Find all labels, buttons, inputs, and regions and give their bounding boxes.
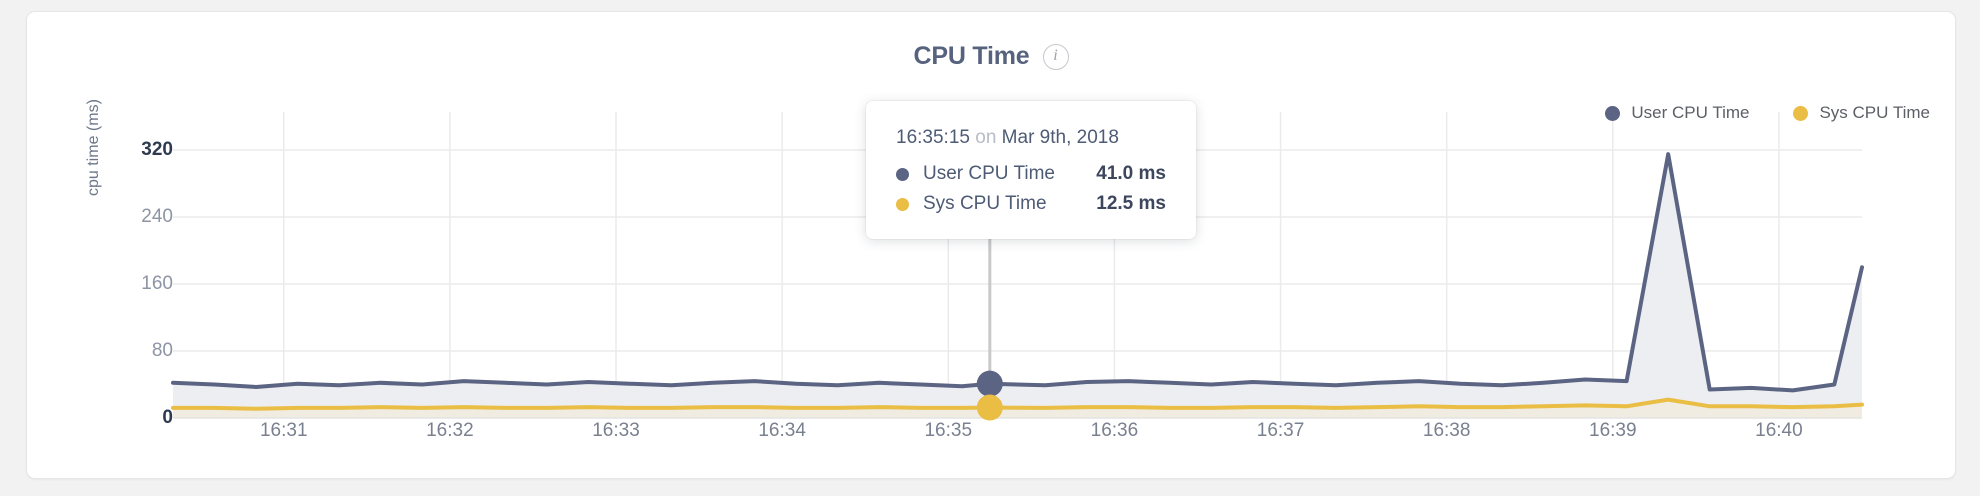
area-fill-user-cpu: [173, 154, 1862, 418]
x-tick-label: 16:31: [259, 420, 308, 441]
tooltip-date: Mar 9th, 2018: [1001, 127, 1119, 148]
hover-marker-user-cpu[interactable]: [976, 370, 1003, 397]
chart-plot[interactable]: [27, 12, 1957, 480]
y-tick-label: 320: [141, 139, 173, 160]
legend-item-user[interactable]: User CPU Time: [1605, 103, 1749, 123]
y-tick-label: 160: [141, 273, 173, 294]
info-icon[interactable]: i: [1042, 43, 1069, 70]
y-tick-label: 0: [162, 407, 173, 428]
tooltip-dot-user: [896, 167, 909, 181]
legend-dot-user: [1605, 105, 1621, 121]
tooltip-dot-sys: [896, 197, 909, 211]
card-header: CPU Time i: [27, 42, 1955, 71]
line-sys-cpu: [171, 397, 1864, 411]
cpu-time-card: CPU Time i cpu time (ms) 0 80 160 240 320 16…: [26, 11, 1956, 479]
y-tick-label: 240: [141, 206, 173, 227]
x-tick-label: 16:39: [1589, 420, 1637, 441]
x-tick-label: 16:38: [1422, 420, 1471, 441]
tooltip-time: 16:35:15: [896, 127, 970, 148]
legend-item-sys[interactable]: Sys CPU Time: [1793, 103, 1930, 123]
x-tick-label: 16:36: [1090, 420, 1139, 441]
y-axis-ticks: 0 80 160 240 320: [103, 12, 173, 480]
tooltip-connector: on: [975, 127, 997, 148]
legend-label: Sys CPU Time: [1819, 103, 1930, 122]
x-tick-label: 16:37: [1256, 420, 1305, 441]
legend-dot-sys: [1793, 105, 1809, 121]
x-tick-label: 16:33: [592, 420, 640, 441]
x-tick-label: 16:34: [758, 420, 806, 441]
tooltip-row-sys: Sys CPU Time 12.5 ms: [866, 193, 1196, 215]
tooltip-value-user: 41.0 ms: [1096, 163, 1166, 184]
line-user-cpu: [171, 152, 1864, 393]
x-tick-label: 16:35: [924, 420, 973, 441]
x-tick-label: 16:32: [426, 420, 474, 441]
tooltip-timestamp: 16:35:15 on Mar 9th, 2018: [866, 127, 1196, 149]
chart-legend: User CPU Time Sys CPU Time: [1605, 103, 1930, 123]
tooltip-label-user: User CPU Time: [923, 163, 1055, 184]
x-tick-label: 16:40: [1755, 420, 1803, 441]
tooltip-label-sys: Sys CPU Time: [923, 193, 1047, 214]
tooltip-value-sys: 12.5 ms: [1096, 193, 1166, 214]
tooltip-row-user: User CPU Time 41.0 ms: [866, 163, 1196, 185]
page-title: CPU Time: [913, 42, 1030, 70]
hover-marker-sys-cpu[interactable]: [976, 394, 1003, 421]
legend-label: User CPU Time: [1631, 103, 1750, 122]
y-tick-label: 80: [151, 340, 173, 361]
chart-container: cpu time (ms) 0 80 160 240 320 16:31 16:32 16:…: [27, 12, 1957, 480]
hover-tooltip: 16:35:15 on Mar 9th, 2018 User CPU Time …: [866, 101, 1196, 239]
